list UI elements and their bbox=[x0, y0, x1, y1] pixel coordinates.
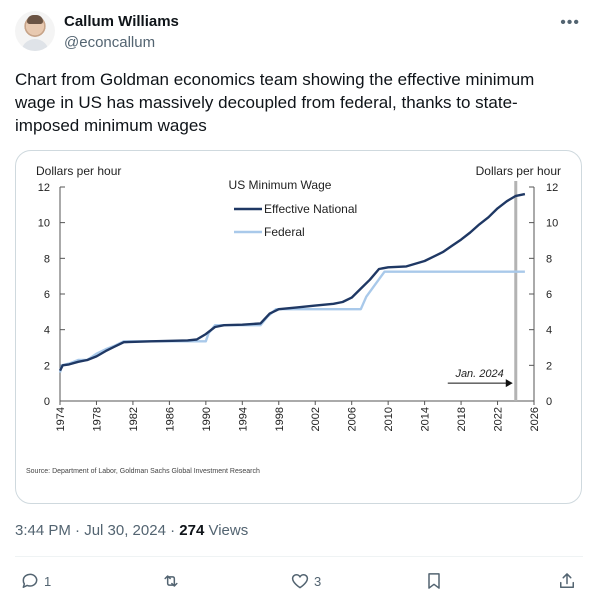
legend-federal-label: Federal bbox=[264, 225, 305, 239]
heart-icon bbox=[291, 573, 309, 589]
author-handle[interactable]: @econcallum bbox=[64, 34, 156, 51]
views-label: Views bbox=[204, 522, 249, 539]
legend-effective-label: Effective National bbox=[264, 202, 357, 216]
y-tick-label-right: 0 bbox=[546, 396, 552, 408]
x-tick-label: 2022 bbox=[493, 407, 505, 431]
y-tick-label-right: 4 bbox=[546, 325, 552, 337]
y-tick-label-left: 10 bbox=[38, 218, 50, 230]
y-tick-label-left: 4 bbox=[44, 325, 50, 337]
x-tick-label: 2018 bbox=[456, 407, 468, 431]
tweet-timestamp[interactable]: 3:44 PM · Jul 30, 2024 · 274 Views bbox=[15, 522, 248, 539]
x-tick-label: 1990 bbox=[201, 407, 213, 431]
like-button[interactable]: 3 bbox=[290, 570, 321, 592]
y-tick-label-left: 8 bbox=[44, 253, 50, 265]
bookmark-icon bbox=[428, 573, 440, 589]
x-tick-label: 1978 bbox=[91, 407, 103, 431]
x-tick-label: 2006 bbox=[347, 407, 359, 431]
x-tick-label: 2026 bbox=[529, 407, 541, 431]
y-axis-label-left: Dollars per hour bbox=[36, 164, 121, 178]
more-options-icon[interactable]: ••• bbox=[560, 14, 580, 31]
x-tick-label: 1994 bbox=[237, 407, 249, 431]
divider bbox=[15, 556, 583, 557]
y-tick-label-right: 10 bbox=[546, 218, 558, 230]
x-tick-label: 1982 bbox=[128, 407, 140, 431]
like-count: 3 bbox=[314, 573, 322, 589]
x-tick-label: 1974 bbox=[55, 407, 67, 431]
author-avatar[interactable] bbox=[15, 11, 55, 51]
x-tick-label: 2010 bbox=[383, 407, 395, 431]
y-axis-label-right: Dollars per hour bbox=[476, 164, 561, 178]
bookmark-button[interactable] bbox=[424, 570, 444, 592]
y-tick-label-right: 12 bbox=[546, 182, 558, 194]
chart-image[interactable]: Dollars per hour Dollars per hour US Min… bbox=[15, 150, 582, 504]
y-tick-label-right: 6 bbox=[546, 289, 552, 301]
annotation-arrowhead bbox=[505, 379, 513, 388]
x-tick-label: 1998 bbox=[274, 407, 286, 431]
y-tick-label-left: 2 bbox=[44, 360, 50, 372]
y-tick-label-left: 12 bbox=[38, 182, 50, 194]
chart-svg: Dollars per hour Dollars per hour US Min… bbox=[26, 164, 561, 475]
chart-source: Source: Department of Labor, Goldman Sac… bbox=[26, 468, 260, 475]
views-count: 274 bbox=[179, 522, 205, 539]
repost-button[interactable] bbox=[161, 570, 185, 592]
avatar-shirt bbox=[21, 39, 49, 51]
tweet-time: 3:44 PM · Jul 30, 2024 · bbox=[15, 522, 180, 539]
x-tick-label: 1986 bbox=[164, 407, 176, 431]
share-button[interactable] bbox=[557, 570, 577, 592]
reply-button[interactable]: 1 bbox=[20, 570, 51, 592]
avatar-hair bbox=[27, 15, 43, 24]
tweet-text: Chart from Goldman economics team showin… bbox=[15, 70, 535, 135]
x-tick-label: 2002 bbox=[310, 407, 322, 431]
y-tick-label-right: 2 bbox=[546, 360, 552, 372]
reply-count: 1 bbox=[44, 573, 52, 589]
chart-title: US Minimum Wage bbox=[229, 178, 332, 192]
y-tick-label-left: 0 bbox=[44, 396, 50, 408]
author-name[interactable]: Callum Williams bbox=[64, 13, 179, 30]
share-icon bbox=[560, 573, 574, 588]
y-tick-label-left: 6 bbox=[44, 289, 50, 301]
y-tick-label-right: 8 bbox=[546, 253, 552, 265]
reply-icon bbox=[22, 573, 38, 588]
x-tick-label: 2014 bbox=[420, 407, 432, 431]
repost-icon bbox=[164, 575, 178, 587]
annotation-jan-2024: Jan. 2024 bbox=[454, 368, 503, 380]
series-line-federal bbox=[58, 270, 525, 373]
series-line-effective-national bbox=[58, 192, 526, 372]
